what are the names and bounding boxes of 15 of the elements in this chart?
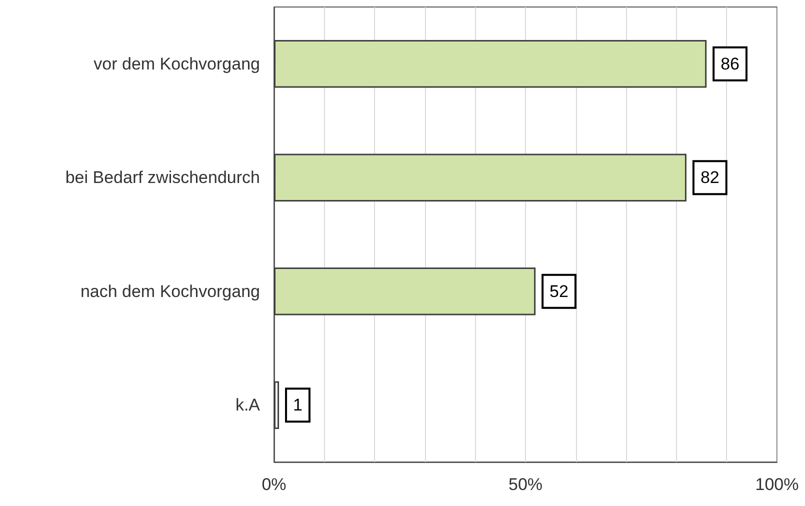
y-tick-label: bei Bedarf zwischendurch bbox=[65, 168, 260, 188]
x-tick-label: 100% bbox=[755, 475, 799, 494]
y-tick-label: nach dem Kochvorgang bbox=[80, 282, 260, 301]
bar bbox=[274, 381, 280, 430]
bar bbox=[274, 40, 707, 88]
data-label: 86 bbox=[720, 54, 740, 74]
data-label: 1 bbox=[293, 396, 302, 415]
bar bbox=[274, 267, 536, 316]
y-tick-label: vor dem Kochvorgang bbox=[94, 54, 260, 74]
y-tick-label: k.A bbox=[235, 396, 261, 415]
x-tick-label: 0% bbox=[262, 475, 286, 494]
x-tick-label: 50% bbox=[508, 475, 543, 494]
bar bbox=[274, 154, 686, 202]
data-label: 82 bbox=[700, 168, 720, 188]
data-label: 52 bbox=[550, 282, 568, 301]
